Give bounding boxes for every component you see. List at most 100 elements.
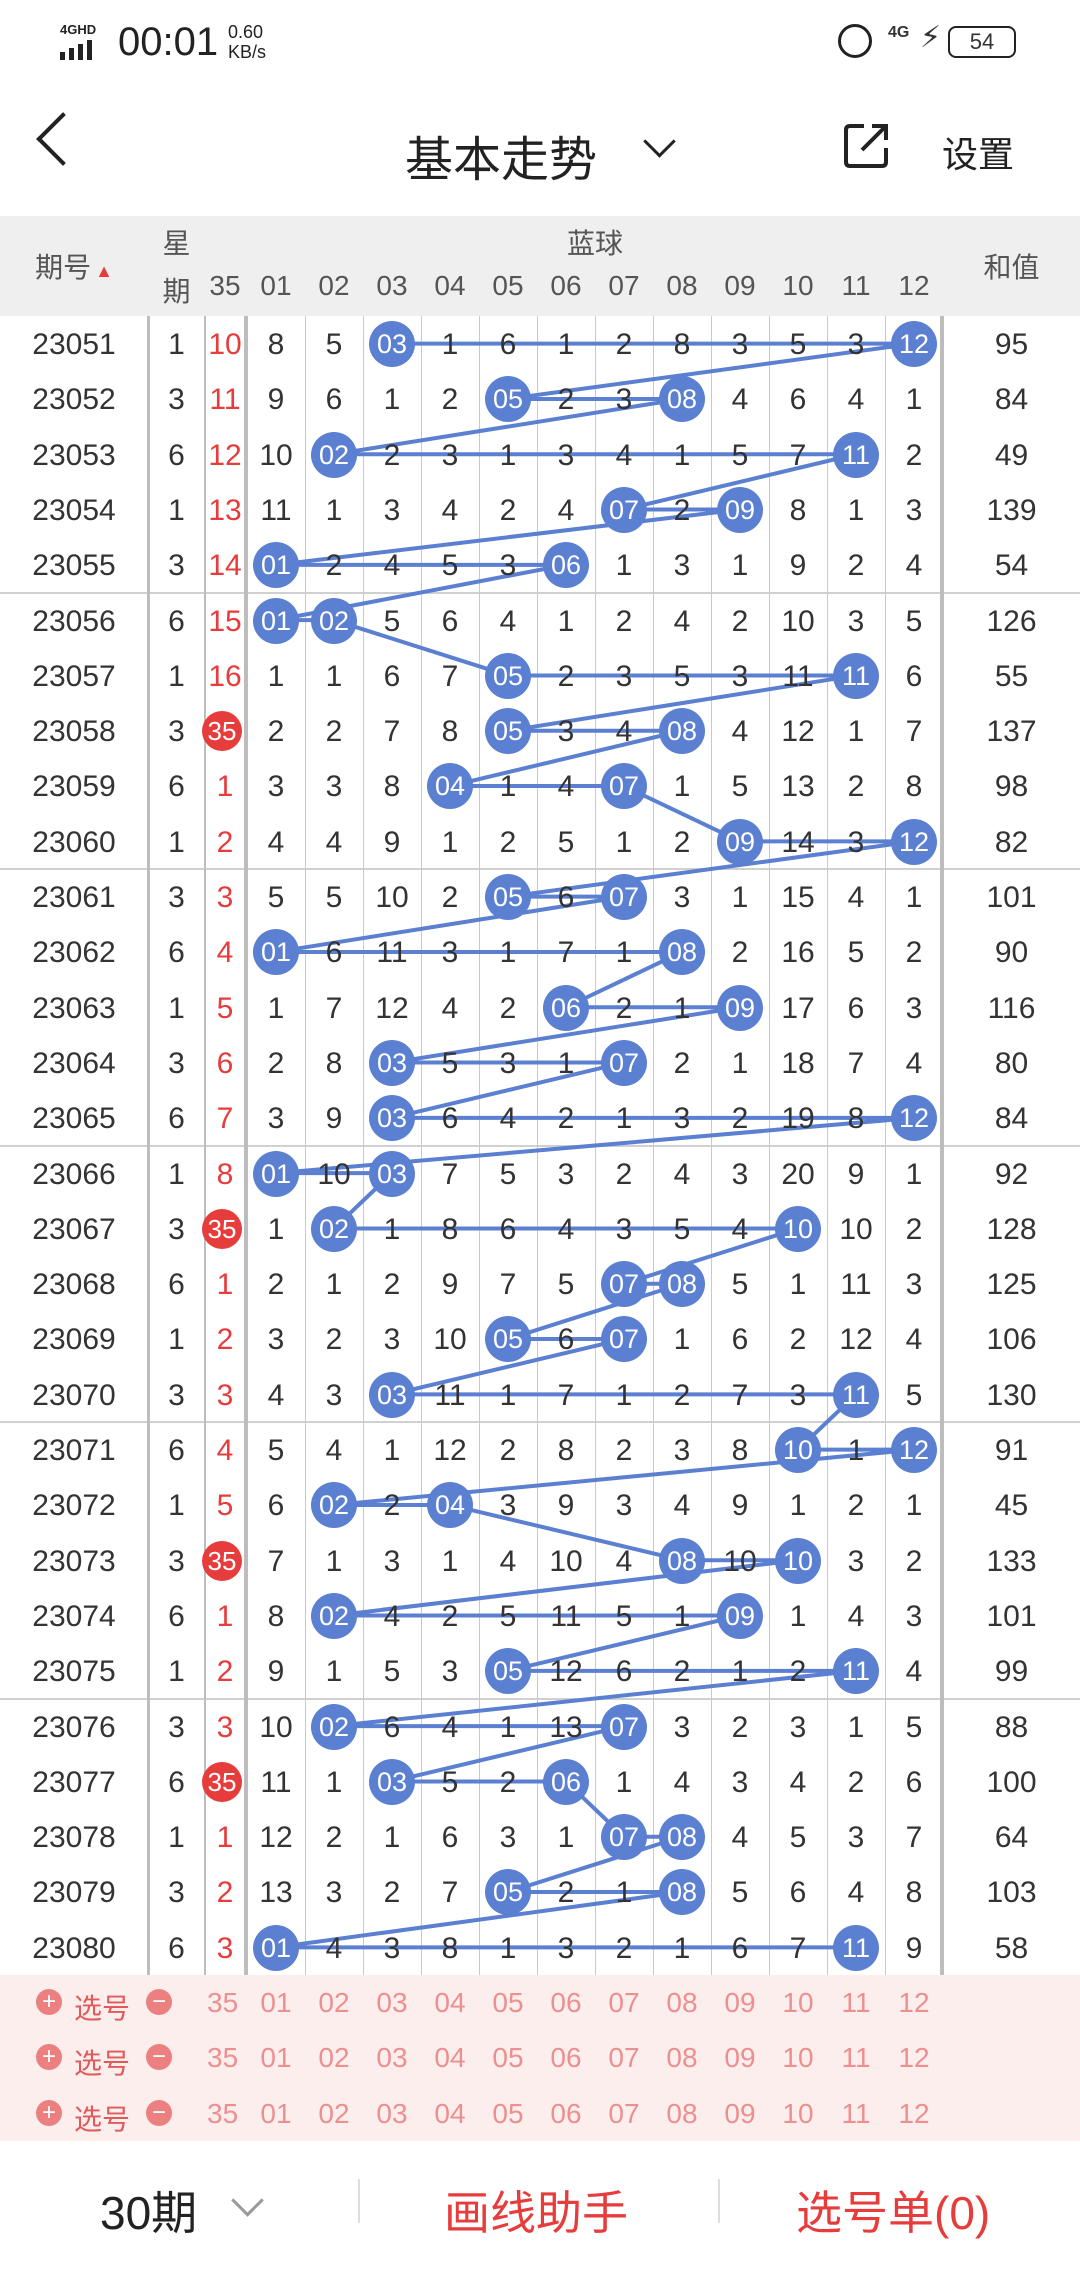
select-blue-number[interactable]: 09 [724,2042,756,2074]
select-blue-number[interactable]: 10 [782,2042,814,2074]
miss-count: 1 [499,1378,517,1412]
select-blue-number[interactable]: 10 [782,1987,814,2018]
pick-list-button[interactable]: 选号单(0) [796,2187,991,2239]
select-blue-number[interactable]: 03 [376,2097,408,2129]
select-blue-number[interactable]: 01 [260,2042,292,2074]
table-row: 23055 3 14 01 2 4 5 3 06 1 3 1 9 2 4 54 [0,537,1080,592]
select-blue-number[interactable]: 12 [898,1987,930,2018]
select-blue-number[interactable]: 05 [492,1987,524,2018]
select-blue-number[interactable]: 03 [376,2042,408,2074]
select-blue-number[interactable]: 12 [898,2097,930,2129]
back-arrow-icon[interactable] [36,112,90,166]
miss-count: 3 [267,1323,285,1357]
weekday: 1 [168,991,185,1025]
issue-number: 23066 [32,1157,116,1191]
select-blue-number[interactable]: 09 [724,1987,756,2018]
select-blue-number[interactable]: 09 [724,2097,756,2129]
blue-ball: 10 [775,1427,821,1473]
select-blue-number[interactable]: 02 [318,2042,350,2074]
plus-icon[interactable]: + [36,2099,62,2126]
miss-count: 6 [615,1655,633,1689]
table-row: 23059 6 1 3 3 8 04 1 4 07 1 5 13 2 8 98 [0,758,1080,813]
miss-count: 2 [905,936,923,970]
minus-icon[interactable]: − [146,2099,172,2126]
column-header-issue[interactable]: 期号 ▲ [0,246,148,286]
weekday: 1 [168,825,185,859]
table-row: 23061 3 3 5 5 10 2 05 6 07 3 1 15 4 1 101 [0,869,1080,924]
miss-count: 4 [789,1765,807,1799]
miss-count: 5 [847,936,865,970]
table-row: 23067 3 35 1 02 1 8 6 4 3 5 4 10 10 2 128 [0,1201,1080,1256]
select-blue-number[interactable]: 04 [434,1987,466,2018]
select-blue-number[interactable]: 11 [841,2042,871,2074]
blue-number-header: 10 [782,270,814,301]
miss-count: 1 [441,1544,459,1578]
chevron-down-icon[interactable] [231,2184,264,2217]
minus-icon[interactable]: − [146,1989,172,2015]
select-blue-number[interactable]: 06 [550,2097,582,2129]
select-blue-number[interactable]: 01 [260,2097,292,2129]
select-blue-number[interactable]: 02 [318,2097,350,2129]
sum-value: 88 [994,1710,1029,1744]
select-blue-number[interactable]: 05 [492,2042,524,2074]
miss-count: 4 [325,1434,343,1467]
select-blue-number[interactable]: 11 [841,1987,871,2018]
miss-count: 1 [905,1157,923,1191]
select-blue-number[interactable]: 10 [782,2097,814,2129]
select-blue-number[interactable]: 03 [376,1987,408,2018]
miss-count: 1 [499,438,517,472]
page-title[interactable]: 基本走势 [405,134,598,187]
sort-icon[interactable]: ▲ [95,261,113,281]
miss-count: 4 [557,493,575,527]
miss-count: 6 [499,1212,517,1246]
select-blue-number[interactable]: 07 [608,1987,640,2018]
blue-ball: 05 [485,376,531,423]
miss-count: 4 [383,1599,401,1633]
miss-count: 3 [789,1378,807,1412]
select-blue-number[interactable]: 02 [318,1987,350,2018]
select-blue-number[interactable]: 07 [608,2097,640,2129]
share-icon[interactable] [842,120,892,170]
select-blue-number[interactable]: 08 [666,2097,698,2129]
chevron-down-icon[interactable] [643,125,676,158]
miss-count: 3 [789,1710,807,1744]
blue-ball: 07 [601,1316,647,1363]
minus-icon[interactable]: − [146,2044,172,2071]
select-blue-number[interactable]: 12 [898,2042,930,2074]
select-blue-number[interactable]: 06 [550,1987,582,2018]
select-blue-number[interactable]: 01 [260,1987,292,2018]
miss-count: 9 [441,1268,459,1302]
table-row: 23075 1 2 9 1 5 3 05 12 6 2 1 2 11 4 99 [0,1643,1080,1698]
miss-count: 4 [557,770,575,804]
period-selector[interactable]: 30期 [100,2187,198,2239]
miss-count: 4 [615,1544,633,1578]
issue-number: 23080 [32,1931,116,1965]
select-blue-number[interactable]: 05 [492,2097,524,2129]
miss-count: 4 [905,1323,923,1357]
select-blue-number[interactable]: 04 [434,2042,466,2074]
draw-helper-button[interactable]: 画线助手 [444,2187,628,2239]
miss-count: 3 [731,1157,749,1191]
miss-count: 4 [731,1821,749,1855]
settings-button[interactable]: 设置 [942,134,1015,175]
select-blue-number[interactable]: 08 [666,2042,698,2074]
select-blue-number[interactable]: 11 [841,2097,871,2129]
sum-value: 54 [994,549,1029,583]
plus-icon[interactable]: + [36,1989,62,2015]
blue-ball: 05 [485,1869,531,1916]
miss-count: 3 [673,1710,691,1744]
select-blue-number[interactable]: 07 [608,2042,640,2074]
miss-count: 4 [905,1046,923,1080]
miss-count: 1 [673,1931,691,1965]
plus-icon[interactable]: + [36,2044,62,2071]
miss-count: 4 [847,1599,865,1633]
weekday: 6 [168,1599,185,1633]
miss-count: 3 [673,1434,691,1467]
select-blue-number[interactable]: 08 [666,1987,698,2018]
blue-ball: 09 [717,984,763,1031]
miss-count: 11 [550,1599,582,1633]
issue-number: 23070 [32,1378,116,1412]
select-blue-number[interactable]: 04 [434,2097,466,2129]
select-blue-number[interactable]: 06 [550,2042,582,2074]
table-row: 23054 1 13 11 1 3 4 2 4 07 2 09 8 1 3 139 [0,482,1080,537]
